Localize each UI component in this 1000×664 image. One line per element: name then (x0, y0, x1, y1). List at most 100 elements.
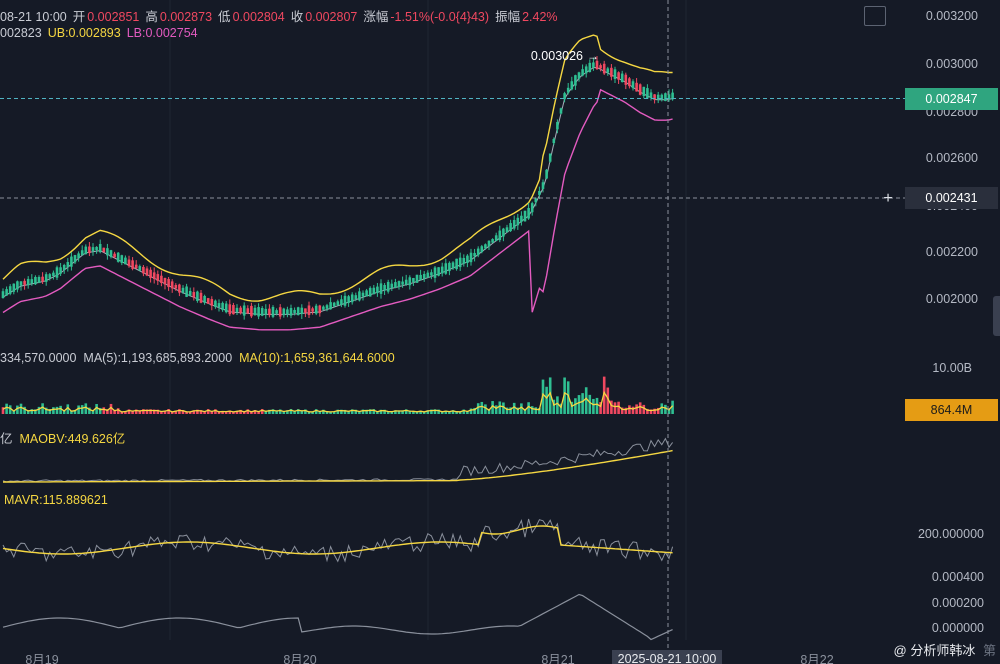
volume-bar (415, 411, 419, 414)
candle (1, 291, 5, 299)
candle (188, 290, 192, 296)
candle (5, 289, 8, 296)
x-tick: 8月19 (25, 653, 58, 664)
candle (613, 69, 617, 79)
volume-bar (106, 409, 109, 414)
volume-bar (178, 409, 181, 414)
candle (318, 305, 322, 314)
volume-bar (84, 403, 88, 414)
candle (296, 307, 300, 316)
candle (628, 78, 631, 87)
volume-bar (142, 409, 145, 414)
current-price-tag: 0.002847 (905, 88, 998, 110)
volume-bar (34, 409, 37, 414)
volume-bar (545, 386, 548, 414)
candle (577, 72, 581, 79)
candle (592, 62, 595, 68)
obv-pane (2, 437, 673, 483)
volume-bar (570, 401, 574, 414)
fullscreen-icon[interactable] (864, 6, 886, 26)
candle (552, 139, 556, 144)
volume-bar (430, 409, 433, 414)
volume-ma10: MA(10):1,659,361,644.6000 (239, 351, 395, 365)
volume-bar (23, 406, 26, 414)
candle (160, 275, 163, 283)
volume-bar (350, 409, 354, 414)
volume-bar (113, 409, 116, 414)
candle (361, 292, 365, 297)
x-tick: 8月22 (800, 653, 833, 664)
volume-bar (613, 402, 617, 414)
volume-bar (523, 408, 527, 414)
vr-tick: 200.000000 (918, 527, 984, 541)
candle (203, 295, 206, 303)
candle (649, 92, 653, 98)
candle (584, 66, 588, 74)
volume-bar (422, 411, 426, 414)
candle (494, 235, 498, 241)
ohlc-header: 08-21 10:00 开 0.002851 高 0.002873 低 0.002804 收 0… (0, 6, 564, 25)
candle (430, 272, 433, 276)
boll-lower-line (2, 88, 673, 331)
candle (62, 264, 66, 271)
volume-bar (41, 403, 44, 414)
candle (646, 88, 649, 99)
volume-bar (109, 403, 113, 414)
candle (221, 302, 224, 311)
side-panel-handle[interactable] (993, 296, 1000, 336)
volume-bar (98, 407, 102, 414)
candle (138, 266, 142, 271)
candle (480, 246, 484, 253)
volume-bar (502, 402, 505, 414)
candle (80, 250, 84, 256)
volume-bar (224, 411, 228, 414)
volume-bar (12, 410, 16, 414)
candle (336, 301, 340, 306)
candle (217, 303, 221, 308)
volume-bar (437, 409, 440, 414)
high-label: 高 (145, 10, 158, 24)
volume-bar (314, 409, 318, 414)
volume-bar (59, 405, 62, 414)
price-tick: 0.003200 (926, 9, 978, 23)
low-value: 0.002804 (232, 10, 285, 24)
low-label: 低 (218, 10, 231, 24)
candle (563, 93, 566, 100)
volume-bar (257, 411, 260, 414)
volume-bar (552, 399, 556, 414)
candle (491, 239, 494, 243)
candle (394, 282, 397, 288)
volume-bar (214, 409, 217, 414)
candle (343, 295, 347, 306)
close-value: 0.002807 (305, 10, 358, 24)
volume-bar (138, 410, 142, 414)
watermark-extra: 第 (982, 643, 996, 658)
candle (293, 309, 296, 314)
volume-bar (386, 411, 390, 414)
volume-bar (188, 411, 192, 414)
volume-bar (624, 407, 628, 414)
candle (88, 246, 91, 254)
grid-lines (169, 0, 687, 640)
volume-bar (462, 409, 466, 414)
volume-bar (664, 404, 667, 414)
volume-bar (512, 402, 516, 414)
volume-bar (340, 409, 343, 414)
volume-bar (343, 409, 347, 414)
volume-bar (246, 409, 250, 414)
candle (242, 305, 246, 316)
candle (512, 220, 516, 229)
volume-bar (329, 411, 332, 414)
volume-bar (480, 401, 484, 414)
candle (588, 62, 592, 73)
volume-bar (199, 410, 203, 414)
volume-bar (397, 410, 401, 414)
candle (599, 65, 602, 69)
candle (271, 306, 275, 317)
volume-bar (584, 387, 588, 414)
candle (214, 300, 217, 307)
candle (462, 257, 466, 264)
boll-upper-line (2, 34, 673, 302)
candle (653, 94, 656, 100)
